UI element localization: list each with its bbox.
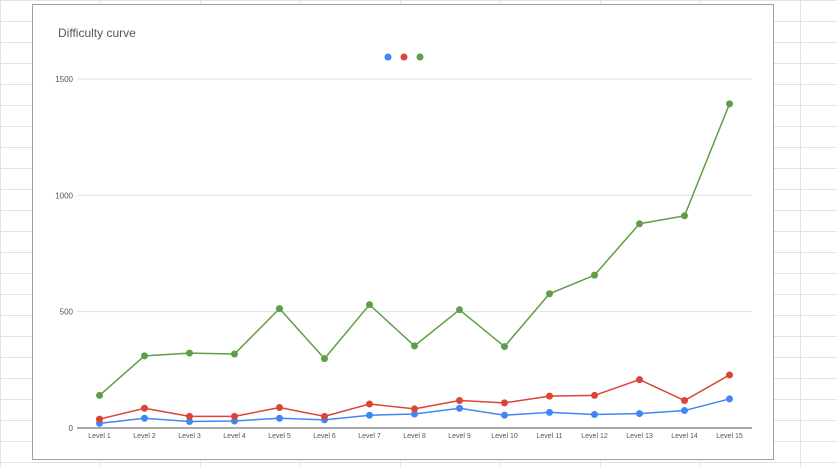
data-point[interactable] bbox=[321, 355, 328, 363]
x-tick-label: Level 11 bbox=[537, 433, 563, 440]
data-point[interactable] bbox=[321, 412, 328, 420]
x-tick-label: Level 5 bbox=[268, 433, 291, 440]
data-point[interactable] bbox=[636, 410, 643, 418]
y-tick-label: 1500 bbox=[55, 75, 73, 84]
data-point[interactable] bbox=[636, 376, 643, 384]
data-point[interactable] bbox=[726, 100, 733, 108]
data-point[interactable] bbox=[546, 290, 553, 298]
series-line-3 bbox=[99, 103, 731, 396]
data-point[interactable] bbox=[681, 397, 688, 405]
legend-swatch-series-2[interactable] bbox=[400, 53, 408, 61]
x-tick-label: Level 7 bbox=[358, 433, 381, 440]
data-point[interactable] bbox=[456, 397, 463, 405]
data-point[interactable] bbox=[501, 399, 508, 407]
data-point[interactable] bbox=[366, 301, 373, 309]
data-point[interactable] bbox=[366, 400, 373, 408]
x-tick-label: Level 2 bbox=[133, 433, 156, 440]
data-point[interactable] bbox=[591, 411, 598, 419]
data-point[interactable] bbox=[411, 342, 418, 350]
y-tick-label: 0 bbox=[69, 424, 74, 433]
data-point[interactable] bbox=[141, 414, 148, 422]
data-point[interactable] bbox=[681, 212, 688, 220]
x-tick-label: Level 1 bbox=[88, 433, 111, 440]
data-point[interactable] bbox=[591, 271, 598, 279]
data-point[interactable] bbox=[231, 350, 238, 358]
y-tick-label: 500 bbox=[60, 308, 74, 317]
line-chart: 0 500 1000 1500 Level 1 Level 2 Level 3 Level 4… bbox=[55, 53, 752, 440]
data-point[interactable] bbox=[726, 395, 733, 403]
data-point[interactable] bbox=[501, 343, 508, 351]
data-point[interactable] bbox=[141, 404, 148, 412]
data-point[interactable] bbox=[141, 352, 148, 360]
data-point[interactable] bbox=[411, 410, 418, 418]
data-point[interactable] bbox=[231, 412, 238, 420]
x-tick-label: Level 13 bbox=[626, 433, 653, 440]
data-point[interactable] bbox=[276, 305, 283, 313]
legend-swatch-series-1[interactable] bbox=[384, 53, 392, 61]
x-tick-label: Level 10 bbox=[491, 433, 518, 440]
data-point[interactable] bbox=[96, 391, 103, 399]
x-tick-label: Level 14 bbox=[671, 433, 698, 440]
data-point[interactable] bbox=[456, 404, 463, 412]
data-point[interactable] bbox=[681, 407, 688, 415]
data-point[interactable] bbox=[456, 306, 463, 314]
data-point[interactable] bbox=[411, 405, 418, 413]
data-point[interactable] bbox=[186, 412, 193, 420]
data-point[interactable] bbox=[276, 404, 283, 412]
x-tick-label: Level 6 bbox=[313, 433, 336, 440]
data-point[interactable] bbox=[276, 414, 283, 422]
data-point[interactable] bbox=[546, 408, 553, 416]
chart-card[interactable]: Difficulty curve 0 500 1000 1500 Level 1 Leve… bbox=[32, 4, 774, 460]
x-tick-label: Level 15 bbox=[716, 433, 743, 440]
data-point[interactable] bbox=[546, 392, 553, 400]
x-tick-label: Level 4 bbox=[223, 433, 246, 440]
x-tick-label: Level 12 bbox=[581, 433, 608, 440]
data-point[interactable] bbox=[591, 391, 598, 399]
x-tick-label: Level 9 bbox=[448, 433, 471, 440]
legend-swatch-series-3[interactable] bbox=[416, 53, 424, 61]
data-point[interactable] bbox=[186, 417, 193, 425]
data-point[interactable] bbox=[726, 371, 733, 379]
data-point[interactable] bbox=[366, 411, 373, 419]
y-tick-label: 1000 bbox=[55, 191, 73, 200]
data-point[interactable] bbox=[501, 411, 508, 419]
chart-title: Difficulty curve bbox=[58, 26, 136, 40]
x-tick-label: Level 8 bbox=[403, 433, 426, 440]
data-point[interactable] bbox=[636, 220, 643, 228]
data-point[interactable] bbox=[96, 415, 103, 423]
x-tick-label: Level 3 bbox=[178, 433, 201, 440]
data-point[interactable] bbox=[186, 349, 193, 357]
